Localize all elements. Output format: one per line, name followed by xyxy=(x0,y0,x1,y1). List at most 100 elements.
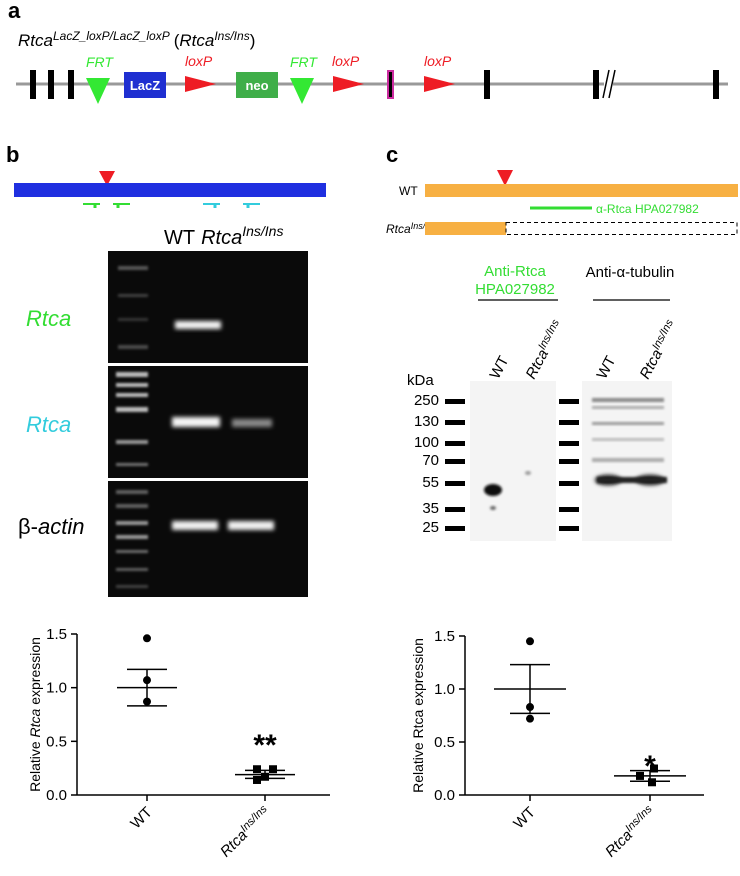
x-tick-label: WT xyxy=(127,804,156,833)
marker-250: 250 xyxy=(414,392,439,409)
lacz-label: LacZ xyxy=(130,78,160,93)
mut-label-c: RtcaIns/Ins xyxy=(386,221,438,236)
y-axis-label-gene: Rtca xyxy=(27,708,43,737)
wt-transcript-bar xyxy=(425,184,738,197)
panel-a-letter: a xyxy=(8,0,21,23)
antibody-label: α-Rtca HPA027982 xyxy=(596,202,699,216)
primers-green xyxy=(83,203,130,208)
lane-wt-1: WT xyxy=(487,353,513,382)
y-tick-label: 1.0 xyxy=(46,680,67,697)
gel-header-gene: Rtca xyxy=(201,227,242,249)
marker-ticks-mid xyxy=(559,399,579,531)
gel-header-wt: WT xyxy=(164,227,195,249)
exon-6 xyxy=(593,70,599,99)
y-tick-label: 0.0 xyxy=(434,787,455,804)
exon-last xyxy=(713,70,719,99)
wt-label-c: WT xyxy=(399,184,418,198)
loxp-label-3: loxP xyxy=(424,53,452,69)
panel-b-letter: b xyxy=(6,142,19,167)
gel-row3-label: β-actin xyxy=(18,514,84,539)
y-axis-label: Relative Rtca expression xyxy=(27,637,43,792)
y-axis-label-prefix: Relative Rtca expression xyxy=(410,638,426,793)
y-tick-label: 1.5 xyxy=(434,628,455,645)
lane-mut-1-sup: Ins/Ins xyxy=(536,317,562,352)
marker-35: 35 xyxy=(422,500,439,517)
significance-marker: * xyxy=(644,750,656,783)
mut-transcript-bar xyxy=(425,222,506,235)
frt-label-2: FRT xyxy=(290,54,318,70)
gel-row1-label: Rtca xyxy=(26,306,71,331)
loxp-site-3 xyxy=(424,76,455,92)
title-open: ( xyxy=(174,31,180,50)
data-point xyxy=(650,764,658,773)
lane-wt-2: WT xyxy=(594,353,620,382)
anti-rtca-line1: Anti-Rtca xyxy=(484,263,546,280)
primers-cyan xyxy=(203,203,260,208)
y-axis-label-suffix: expression xyxy=(27,637,43,709)
loxp-label-2: loxP xyxy=(332,53,360,69)
marker-25: 25 xyxy=(422,519,439,536)
data-point xyxy=(269,765,277,774)
mut-gene-c: Rtca xyxy=(386,222,411,236)
gel-image xyxy=(108,251,308,597)
lacz-box xyxy=(124,72,166,98)
marker-70: 70 xyxy=(422,452,439,469)
panel-b: b WT RtcaIns/Ins xyxy=(6,142,326,597)
mut-sup-c: Ins/Ins xyxy=(411,221,438,231)
marker-100: 100 xyxy=(414,434,439,451)
lane-mut-2: RtcaIns/Ins xyxy=(636,317,682,382)
y-tick-label: 0.0 xyxy=(46,787,67,804)
frt-site-2 xyxy=(290,78,314,104)
gel-row2-label: Rtca xyxy=(26,412,71,437)
data-point xyxy=(648,778,656,787)
data-point xyxy=(526,714,534,723)
x-tick-label-sup: Ins/Ins xyxy=(238,803,270,835)
y-tick-label: 0.5 xyxy=(434,734,455,751)
frt-site-1 xyxy=(86,78,110,104)
anti-tubulin-label: Anti-α-tubulin xyxy=(586,264,675,281)
y-tick-label: 1.5 xyxy=(46,626,67,643)
panel-a-title: RtcaLacZ_loxP/LacZ_loxP (RtcaIns/Ins) xyxy=(18,29,255,50)
break-mark-2 xyxy=(608,69,616,99)
panel-c-letter: c xyxy=(386,142,398,167)
significance-marker: ** xyxy=(253,729,277,762)
frt-label-1: FRT xyxy=(86,54,114,70)
panel-c: c WT α-Rtca HPA027982 RtcaIns/Ins Anti-R… xyxy=(386,142,738,541)
exon-1 xyxy=(30,70,36,99)
x-tick-label-text: WT xyxy=(127,804,156,833)
data-point xyxy=(253,765,261,774)
loxp-label-1: loxP xyxy=(185,53,213,69)
title-sup: LacZ_loxP/LacZ_loxP xyxy=(53,29,170,43)
x-tick-label: RtcaIns/Ins xyxy=(601,803,659,861)
y-axis-label-prefix: Relative xyxy=(27,737,43,791)
data-point xyxy=(526,637,534,646)
x-tick-label: WT xyxy=(510,804,539,833)
exon-3 xyxy=(68,70,74,99)
anti-rtca-line2: HPA027982 xyxy=(475,281,555,298)
break-mark-1 xyxy=(602,69,610,99)
lane-mut-2-sup: Ins/Ins xyxy=(650,317,676,352)
y-tick-label: 0.5 xyxy=(46,733,67,750)
data-point xyxy=(143,634,151,643)
marker-130: 130 xyxy=(414,413,439,430)
x-tick-label-sup: Ins/Ins xyxy=(623,803,655,835)
chart-rtca-protein: 0.0 0.5 1.0 1.5 Relative Rtca expression WT Rt… xyxy=(410,628,704,861)
y-tick-label: 1.0 xyxy=(434,681,455,698)
mut-missing-region xyxy=(505,222,738,235)
kda-label: kDa xyxy=(407,372,434,389)
marker-ticks-left xyxy=(445,399,465,531)
lane-mut-1-gene: Rtca xyxy=(523,347,552,382)
title-sup2: Ins/Ins xyxy=(214,29,249,43)
marker-55: 55 xyxy=(422,474,439,491)
marker-labels: 250 130 100 70 55 35 25 xyxy=(414,392,439,536)
break-gap xyxy=(604,72,613,96)
floxed-exon xyxy=(389,72,392,97)
gel-header-sup: Ins/Ins xyxy=(242,223,283,239)
panel-a: a RtcaLacZ_loxP/LacZ_loxP (RtcaIns/Ins) F… xyxy=(8,0,728,104)
insertion-marker-c xyxy=(497,170,513,186)
exon-2 xyxy=(48,70,54,99)
y-axis-label: Relative Rtca expression xyxy=(410,638,426,793)
data-point xyxy=(253,775,261,784)
